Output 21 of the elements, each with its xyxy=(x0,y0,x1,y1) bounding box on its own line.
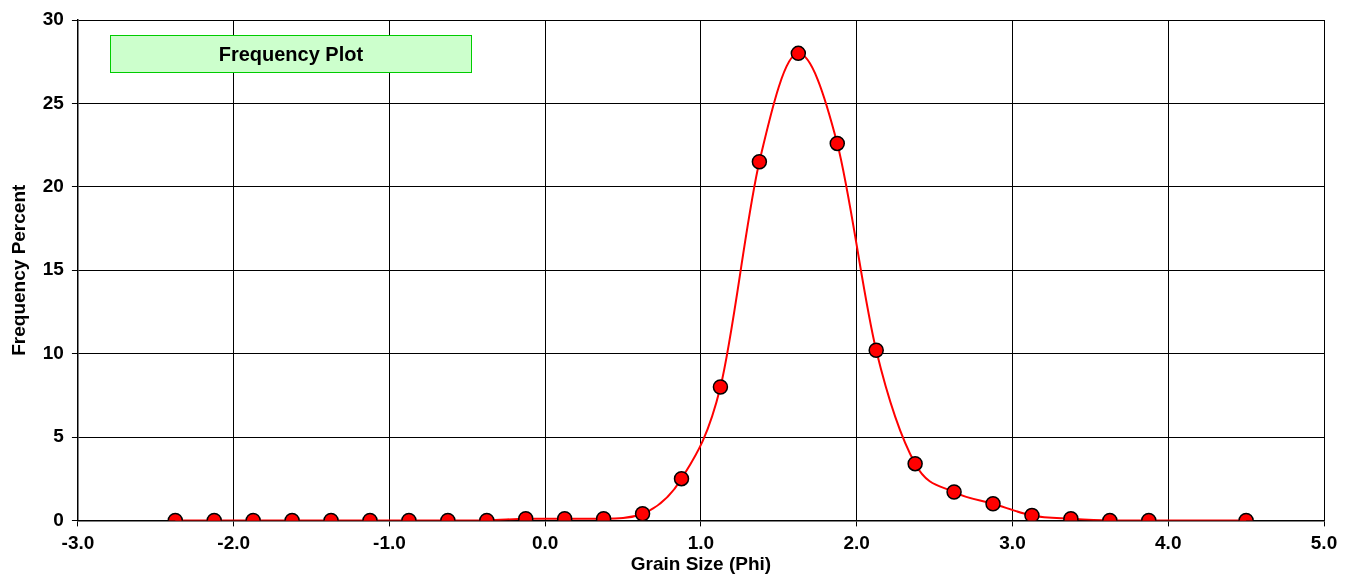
x-tick-label: 2.0 xyxy=(843,532,870,554)
y-tick-label: 0 xyxy=(53,508,64,530)
point xyxy=(751,154,768,170)
x-tick-label: 0.0 xyxy=(532,532,559,554)
point xyxy=(829,135,846,152)
y-tick-label: 15 xyxy=(42,258,65,280)
x-tick-label: 4.0 xyxy=(1155,532,1182,554)
y-tick-label: 30 xyxy=(42,8,64,30)
y-tick-label: 20 xyxy=(42,175,64,197)
x-tick-label: -1.0 xyxy=(373,532,406,554)
y-tick-label: 5 xyxy=(53,425,65,447)
x-tick-label: -3.0 xyxy=(61,532,95,554)
y-tick-label: 25 xyxy=(42,91,65,113)
point xyxy=(790,45,807,62)
x-tick-label: -2.0 xyxy=(217,532,251,554)
y-tick-label: 10 xyxy=(42,341,64,363)
x-tick-label: 1.0 xyxy=(687,532,715,554)
x-axis-title: Grain Size (Phi) xyxy=(630,552,772,574)
x-tick-label: 3.0 xyxy=(999,532,1026,554)
x-tick-label: 5.0 xyxy=(1310,532,1338,554)
y-axis-title: Frequency Percent xyxy=(7,184,29,356)
